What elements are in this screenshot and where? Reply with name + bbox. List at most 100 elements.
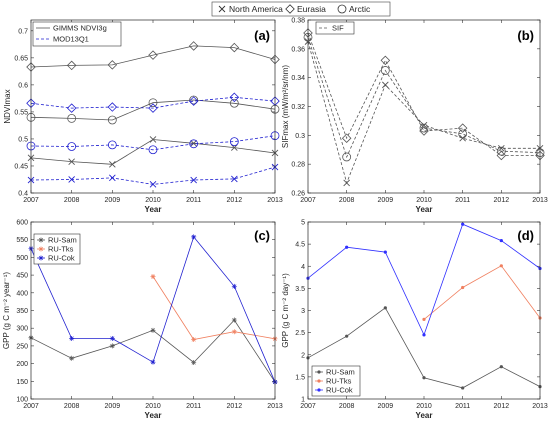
data-point bbox=[109, 174, 116, 182]
y-axis-label: GPP (g C m⁻² day⁻¹) bbox=[281, 273, 290, 348]
data-point bbox=[107, 60, 118, 70]
y-tick-label: 4.5 bbox=[295, 242, 305, 249]
data-point bbox=[343, 179, 350, 187]
data-point bbox=[422, 376, 426, 380]
data-point bbox=[419, 126, 429, 136]
data-point bbox=[499, 264, 503, 268]
data-point bbox=[189, 95, 199, 105]
legend-box bbox=[315, 21, 355, 35]
y-tick-label: 2 bbox=[301, 352, 305, 359]
y-tick-label: 100 bbox=[16, 397, 28, 404]
legend-label: GIMMS NDVI3g bbox=[53, 24, 107, 33]
y-tick-label: 500 bbox=[16, 255, 28, 262]
data-point bbox=[150, 274, 156, 280]
data-point bbox=[380, 66, 390, 75]
legend-label: RU-Sam bbox=[326, 368, 355, 377]
data-point bbox=[148, 98, 158, 108]
y-tick-label: 200 bbox=[16, 361, 28, 368]
panel-d: 2007 2008 2009 2010 2011 2012 2013 1 1.5 2 2.5 3 3.5… bbox=[281, 220, 548, 421]
data-point bbox=[191, 337, 197, 343]
data-point bbox=[190, 176, 197, 184]
y-tick-label: 0.6 bbox=[18, 82, 28, 89]
data-point bbox=[67, 113, 77, 123]
data-point bbox=[345, 245, 349, 249]
data-point bbox=[148, 50, 158, 60]
data-point bbox=[457, 123, 468, 133]
y-tick-label: 400 bbox=[16, 290, 28, 297]
legend-label: SIF bbox=[332, 24, 344, 33]
data-point bbox=[66, 60, 77, 71]
legend-label: RU-Sam bbox=[48, 236, 77, 245]
y-tick-label: 450 bbox=[16, 273, 28, 280]
series-mod13q1-north-america bbox=[27, 163, 279, 188]
data-point bbox=[109, 161, 116, 168]
y-tick-label: 0.38 bbox=[291, 18, 305, 25]
data-point bbox=[190, 139, 197, 147]
y-tick-label: 0.4 bbox=[18, 191, 28, 198]
data-point bbox=[231, 283, 237, 289]
data-point bbox=[148, 145, 158, 155]
data-point bbox=[461, 285, 465, 290]
legend-marker bbox=[317, 379, 321, 383]
data-point bbox=[496, 146, 506, 156]
legend-marker bbox=[38, 255, 44, 261]
data-point bbox=[422, 317, 426, 321]
y-tick-label: 0.26 bbox=[291, 191, 305, 198]
x-tick-label: 2011 bbox=[186, 403, 201, 410]
y-tick-label: 600 bbox=[16, 220, 28, 227]
data-point bbox=[345, 334, 349, 338]
top-legend: North America Eurasia Arctic bbox=[211, 1, 391, 17]
data-point bbox=[69, 335, 75, 341]
data-point bbox=[461, 386, 465, 390]
x-tick-label: 2008 bbox=[64, 403, 80, 410]
data-point bbox=[422, 333, 426, 337]
y-tick-label: 4 bbox=[301, 264, 305, 271]
y-tick-label: 0.36 bbox=[291, 46, 305, 53]
data-point bbox=[383, 250, 387, 254]
x-tick-label: 2007 bbox=[23, 403, 39, 410]
x-tick-label: 2009 bbox=[105, 403, 121, 410]
x-tick-label: 2007 bbox=[23, 197, 39, 204]
data-point bbox=[66, 103, 77, 113]
x-tick-label: 2008 bbox=[339, 197, 355, 204]
data-point bbox=[382, 81, 389, 89]
data-point bbox=[191, 360, 197, 366]
x-tick-label: 2008 bbox=[339, 403, 355, 410]
plot-frame bbox=[307, 19, 541, 194]
y-tick-label: 2.5 bbox=[295, 330, 305, 337]
data-point bbox=[150, 359, 156, 365]
data-point bbox=[149, 181, 157, 188]
data-point bbox=[107, 102, 118, 112]
x-tick-label: 2012 bbox=[494, 403, 510, 410]
top-legend-marker-diamond bbox=[285, 4, 295, 14]
y-tick-label: 0.34 bbox=[291, 75, 305, 82]
y-tick-label: 5 bbox=[301, 220, 305, 227]
data-point bbox=[229, 42, 240, 53]
data-point bbox=[188, 96, 199, 106]
data-point bbox=[229, 92, 240, 103]
y-tick-label: 1 bbox=[301, 397, 305, 404]
series-line bbox=[30, 45, 276, 68]
plot-frame bbox=[30, 221, 276, 400]
data-point bbox=[380, 55, 391, 66]
y-tick-label: 3 bbox=[301, 308, 305, 315]
y-tick-label: 0.5 bbox=[18, 136, 28, 143]
series-line bbox=[30, 135, 276, 151]
legend-label: RU-Tks bbox=[326, 377, 352, 386]
top-legend-marker-x bbox=[218, 5, 226, 13]
y-tick-label: 0.55 bbox=[14, 109, 28, 116]
x-tick-label: 2012 bbox=[227, 197, 243, 204]
y-tick-label: 350 bbox=[16, 308, 28, 315]
data-point bbox=[109, 343, 115, 349]
data-point bbox=[67, 142, 77, 151]
data-point bbox=[191, 234, 197, 240]
data-point bbox=[231, 317, 237, 323]
top-legend-label: Arctic bbox=[349, 4, 371, 14]
data-point bbox=[342, 152, 352, 162]
x-tick-label: 2011 bbox=[186, 197, 201, 204]
top-legend-label: Eurasia bbox=[297, 4, 326, 14]
data-point bbox=[189, 139, 199, 149]
series-line bbox=[423, 265, 541, 320]
x-tick-label: 2009 bbox=[105, 197, 121, 204]
